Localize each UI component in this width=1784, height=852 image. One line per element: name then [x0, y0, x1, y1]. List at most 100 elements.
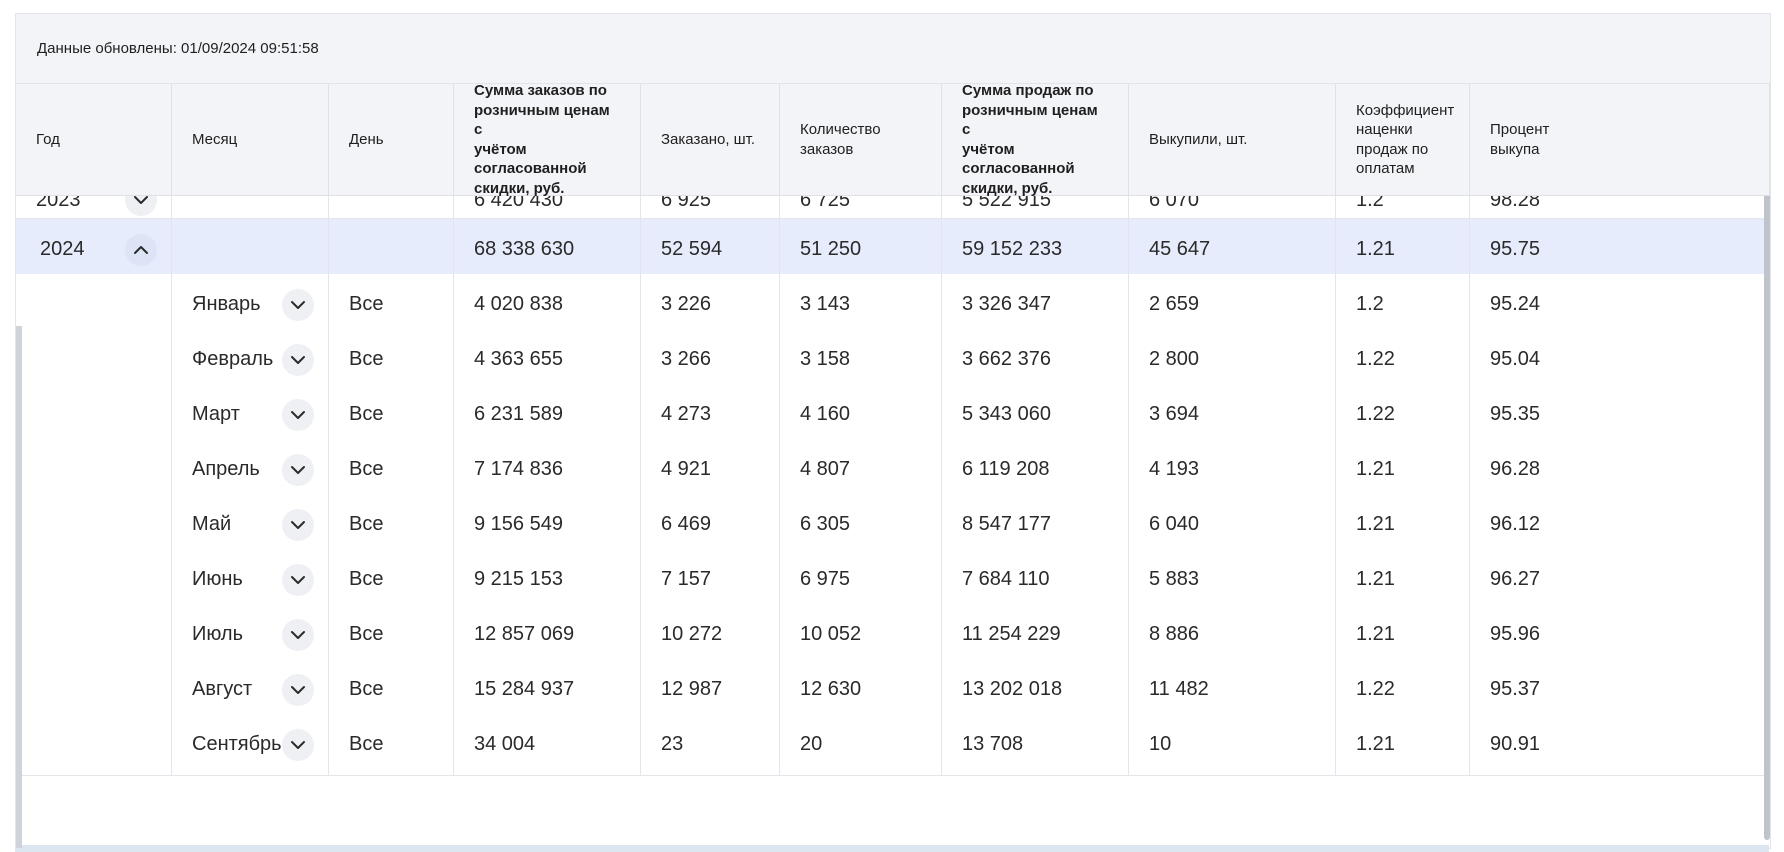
cell-text: 5 343 060 [962, 403, 1051, 425]
chevron-down-icon[interactable] [282, 398, 314, 431]
table-header: Год Месяц День Сумма заказов по розничным це… [16, 84, 1770, 197]
cell-bought_qty: 11 482 [1129, 659, 1336, 720]
chevron-down-icon[interactable] [282, 673, 314, 706]
cell-markup: 1.22 [1336, 384, 1470, 445]
cell-text: Все [349, 623, 384, 645]
chevron-down-icon[interactable] [282, 563, 314, 596]
cell-text: 3 326 347 [962, 293, 1051, 315]
column-header-text: выкупа [1490, 140, 1540, 158]
chevron-up-icon[interactable] [125, 233, 157, 266]
cell-year [16, 714, 172, 775]
column-header-sales_sum[interactable]: Сумма продаж по розничным ценам с учётом с… [942, 84, 1129, 197]
cell-month [172, 182, 329, 218]
month-row[interactable]: Май Все 9 156 549 6 469 6 305 8 547 177 6 040 1… [16, 494, 1770, 556]
cell-day [329, 182, 454, 218]
cell-text: 10 272 [661, 623, 723, 645]
cell-text: 10 052 [800, 623, 862, 645]
cell-text: 4 193 [1149, 458, 1200, 480]
cell-text: Март [192, 403, 240, 425]
cell-day: Все [329, 714, 454, 775]
month-row[interactable]: Март Все 6 231 589 4 273 4 160 5 343 060 3 694… [16, 384, 1770, 446]
cell-text: 4 160 [800, 403, 851, 425]
column-header-text: оплатам [1356, 160, 1415, 177]
column-header-month[interactable]: Месяц [172, 84, 329, 195]
month-row[interactable]: Июль Все 12 857 069 10 272 10 052 11 254 229 8… [16, 604, 1770, 666]
cell-month: Сентябрь [172, 714, 329, 775]
cell-ordered_qty: 10 272 [641, 604, 780, 665]
column-header-text: Сумма продаж по [962, 84, 1094, 99]
cell-text: 68 338 630 [474, 238, 575, 260]
vertical-scrollbar[interactable] [1764, 135, 1770, 840]
year-row[interactable]: 2024 68 338 630 52 594 51 250 59 152 233 45 6… [16, 219, 1770, 281]
cell-text: 11 482 [1149, 678, 1209, 700]
column-header-ordered_qty[interactable]: Заказано, шт. [641, 84, 780, 195]
cell-ordered_qty: 7 157 [641, 549, 780, 610]
month-row[interactable]: Февраль Все 4 363 655 3 266 3 158 3 662 376 2 … [16, 329, 1770, 391]
cell-orders_sum: 6 231 589 [454, 384, 641, 445]
column-header-text: Сумма заказов по [474, 84, 607, 99]
column-header-markup[interactable]: Коэффициент наценки продаж по оплатам [1336, 84, 1470, 195]
chevron-down-icon[interactable] [282, 288, 314, 321]
cell-orders_sum: 34 004 [454, 714, 641, 775]
cell-text: 95.75 [1490, 238, 1541, 260]
month-row[interactable]: Июнь Все 9 215 153 7 157 6 975 7 684 110 5 883… [16, 549, 1770, 611]
cell-year [16, 494, 172, 555]
chevron-down-icon[interactable] [282, 508, 314, 541]
cell-sales_sum: 3 326 347 [942, 274, 1129, 335]
column-header-text: скидки, руб. [474, 179, 565, 197]
cell-sales_sum: 13 708 [942, 714, 1129, 775]
column-header-buyout_pct[interactable]: Процент выкупа [1470, 84, 1770, 195]
cell-text: 3 694 [1149, 403, 1200, 425]
column-header-orders_count[interactable]: Количество заказов [780, 84, 942, 195]
cell-text: 1.21 [1356, 458, 1395, 480]
cell-month: Январь [172, 274, 329, 335]
horizontal-scrollbar[interactable] [15, 845, 1769, 852]
month-row[interactable]: Январь Все 4 020 838 3 226 3 143 3 326 347 2 6… [16, 274, 1770, 336]
cell-month: Март [172, 384, 329, 445]
cell-text: Все [349, 458, 384, 480]
cell-month: Февраль [172, 329, 329, 390]
cell-orders_count: 4 160 [780, 384, 942, 445]
cell-text: 3 158 [800, 348, 851, 370]
cell-buyout_pct: 96.28 [1470, 439, 1770, 500]
cell-text: 8 886 [1149, 623, 1200, 645]
cell-text: 45 647 [1149, 238, 1211, 260]
column-header-text: Заказано, шт. [661, 130, 756, 148]
cell-text: 6 975 [800, 568, 851, 590]
cell-year [16, 439, 172, 500]
chevron-down-icon[interactable] [282, 618, 314, 651]
cell-buyout_pct: 95.37 [1470, 659, 1770, 720]
month-row[interactable]: Сентябрь Все 34 004 23 20 13 708 10 1.21 90.91 [16, 714, 1770, 776]
cell-text: Август [192, 678, 253, 700]
cell-sales_sum: 11 254 229 [942, 604, 1129, 665]
cell-text: 1.21 [1356, 623, 1395, 645]
column-header-day[interactable]: День [329, 84, 454, 195]
cell-text: Все [349, 513, 384, 535]
cell-text: 23 [661, 733, 684, 755]
column-header-bought_qty[interactable]: Выкупили, шт. [1129, 84, 1336, 195]
cell-text: Все [349, 678, 384, 700]
column-header-year[interactable]: Год [16, 84, 172, 195]
cell-text: 90.91 [1490, 733, 1541, 755]
cell-text: 1.22 [1356, 403, 1395, 425]
cell-sales_sum: 3 662 376 [942, 329, 1129, 390]
cell-month [172, 219, 329, 280]
chevron-down-icon[interactable] [282, 728, 314, 761]
column-header-text: заказов [800, 140, 854, 158]
cell-text: 3 226 [661, 293, 712, 315]
cell-orders_sum: 7 174 836 [454, 439, 641, 500]
cell-bought_qty: 2 659 [1129, 274, 1336, 335]
month-row[interactable]: Апрель Все 7 174 836 4 921 4 807 6 119 208 4 1… [16, 439, 1770, 501]
cell-text: Сентябрь [192, 733, 282, 755]
chevron-down-icon[interactable] [282, 343, 314, 376]
cell-ordered_qty: 4 273 [641, 384, 780, 445]
cell-sales_sum: 8 547 177 [942, 494, 1129, 555]
column-header-orders_sum[interactable]: Сумма заказов по розничным ценам с учётом … [454, 84, 641, 197]
chevron-down-icon[interactable] [282, 453, 314, 486]
cell-text: Апрель [192, 458, 260, 480]
cell-text: Все [349, 348, 384, 370]
cell-ordered_qty: 12 987 [641, 659, 780, 720]
cell-year [16, 604, 172, 665]
month-row[interactable]: Август Все 15 284 937 12 987 12 630 13 202 01… [16, 659, 1770, 721]
cell-text: 13 708 [962, 733, 1024, 755]
